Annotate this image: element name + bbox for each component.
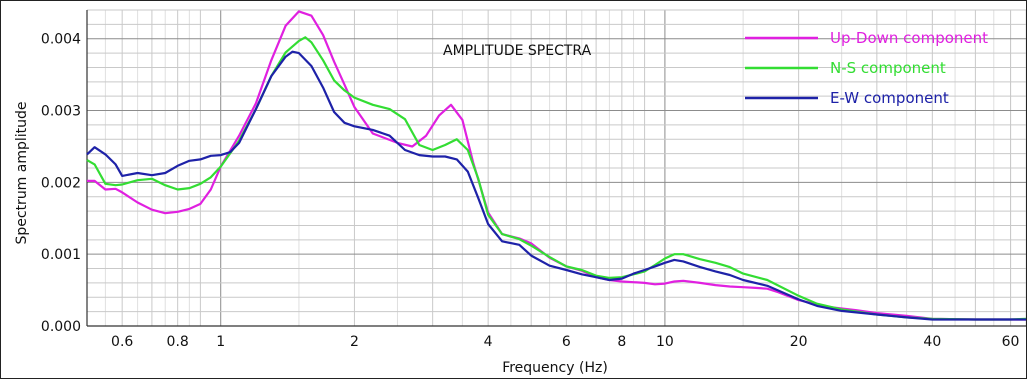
legend-label-n-s-component: N-S component (830, 59, 946, 77)
legend: Up-Down component N-S component E-W compon… (745, 29, 988, 107)
x-tick-label: 0.6 (111, 334, 133, 350)
x-tick-label: 10 (656, 334, 674, 350)
legend-label-up-down-component: Up-Down component (830, 29, 988, 47)
y-tick-label: 0.001 (41, 247, 81, 263)
y-tick-label: 0.004 (41, 32, 81, 48)
y-tick-labels: 0.000 0.001 0.002 0.003 0.004 (41, 32, 81, 335)
series-line-n-s-component (86, 36, 1027, 321)
x-axis-label: Frequency (Hz) (502, 360, 608, 376)
y-axis-label: Spectrum amplitude (14, 101, 30, 244)
x-tick-label: 20 (790, 334, 808, 350)
x-tick-label: 60 (1002, 334, 1020, 350)
x-tick-label: 2 (350, 334, 359, 350)
x-tick-label: 1 (216, 334, 225, 350)
y-tick-label: 0.000 (41, 319, 81, 335)
x-tick-label: 4 (484, 334, 493, 350)
x-tick-label: 6 (562, 334, 571, 350)
y-tick-label: 0.003 (41, 104, 81, 120)
x-tick-label: 8 (617, 334, 626, 350)
y-tick-label: 0.002 (41, 175, 81, 191)
x-tick-label: 0.8 (167, 334, 189, 350)
chart-title: AMPLITUDE SPECTRA (443, 43, 592, 59)
series-layer (86, 10, 1027, 321)
legend-label-e-w-component: E-W component (830, 89, 949, 107)
series-line-e-w-component (86, 50, 1026, 321)
x-tick-label: 40 (923, 334, 941, 350)
x-tick-labels: 0.6 0.8 1 2 4 6 8 10 20 40 60 (111, 334, 1019, 350)
